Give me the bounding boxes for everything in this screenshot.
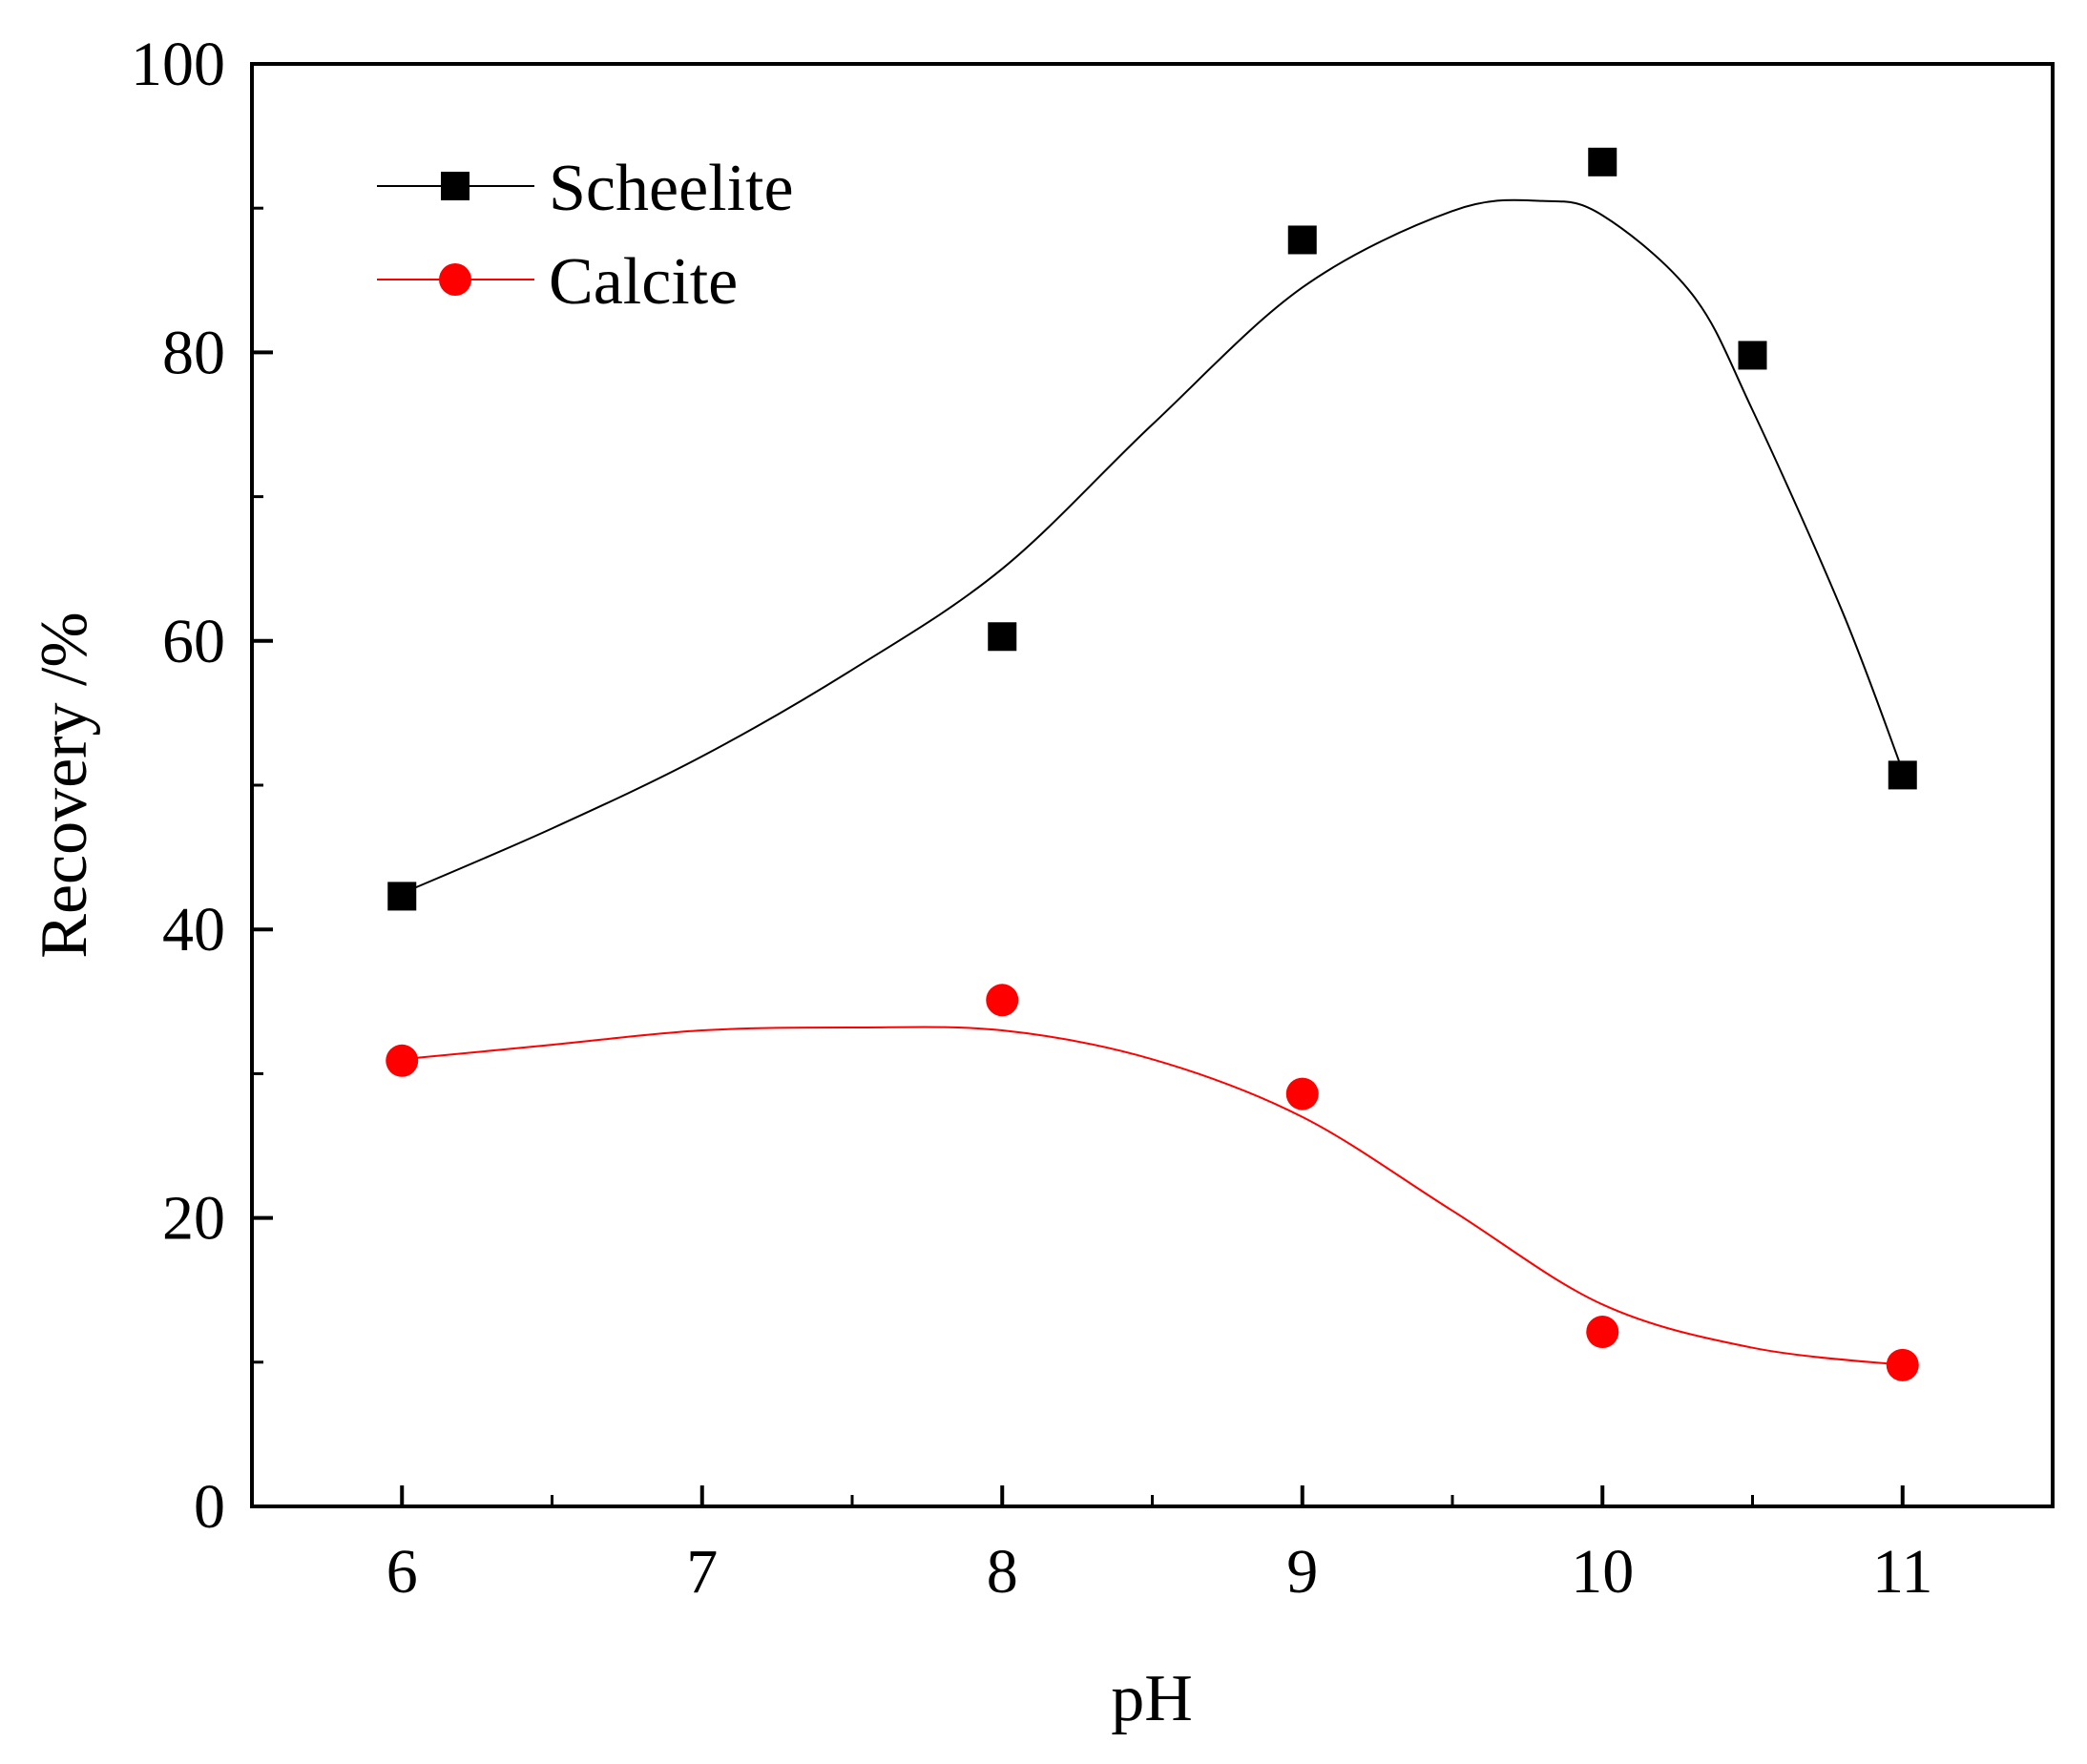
x-tick-label: 7	[686, 1537, 718, 1607]
calcite-fit-line	[402, 1026, 1903, 1366]
data-points	[386, 147, 1919, 1381]
scheelite-legend-label: Scheelite	[549, 152, 794, 225]
calcite-point	[1886, 1348, 1919, 1381]
y-tick-label: 20	[162, 1184, 225, 1254]
scheelite-fit-line	[401, 198, 1904, 895]
y-tick-label: 100	[131, 30, 225, 99]
scheelite-point	[1287, 225, 1317, 255]
y-axis-title: Recovery /%	[28, 612, 101, 958]
y-tick-label: 40	[162, 895, 225, 965]
x-tick-label: 10	[1571, 1537, 1634, 1607]
scheelite-legend-marker	[441, 172, 470, 200]
calcite-legend-marker	[439, 263, 471, 296]
calcite-point	[986, 984, 1019, 1017]
axis-ticks: 6 7 8 9 10 11 0 20 40 60 80 100	[131, 30, 1933, 1607]
scheelite-point	[1588, 147, 1617, 176]
fit-curves	[401, 198, 1904, 1366]
x-tick-label: 9	[1286, 1537, 1318, 1607]
scheelite-point	[988, 622, 1017, 652]
scheelite-point	[1888, 760, 1917, 790]
calcite-legend-label: Calcite	[549, 245, 738, 319]
y-tick-label: 80	[162, 318, 225, 387]
y-tick-label: 60	[162, 607, 225, 676]
x-axis-title: pH	[1111, 1662, 1193, 1735]
calcite-point	[1586, 1316, 1619, 1349]
calcite-point	[386, 1044, 419, 1077]
scheelite-point	[1738, 341, 1767, 370]
x-tick-label: 6	[386, 1537, 418, 1607]
scheelite-point	[387, 882, 417, 911]
y-tick-label: 0	[194, 1472, 225, 1542]
calcite-point	[1285, 1077, 1319, 1110]
x-tick-label: 8	[987, 1537, 1018, 1607]
legend: Scheelite Calcite	[377, 152, 794, 319]
x-tick-label: 11	[1872, 1537, 1933, 1607]
